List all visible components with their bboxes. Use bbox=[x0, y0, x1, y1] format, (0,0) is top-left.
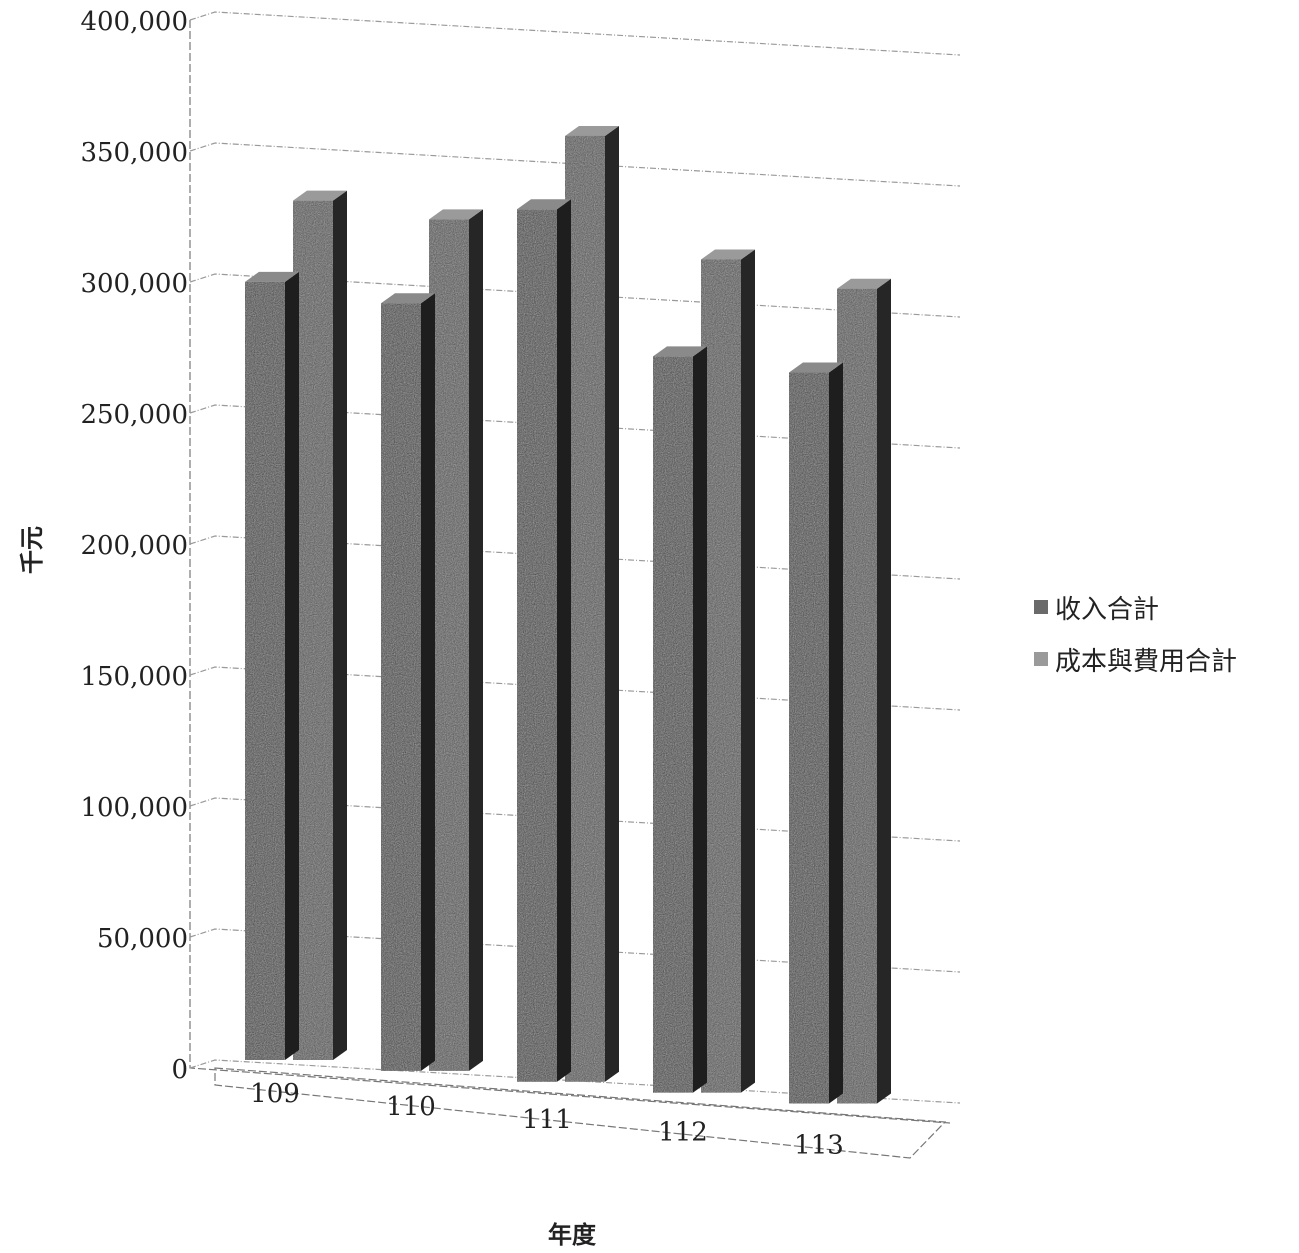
gridline bbox=[189, 797, 961, 842]
bar-113-series-1 bbox=[789, 362, 843, 1104]
x-axis-ticks: 109 110 111 112 113 bbox=[250, 1079, 844, 1161]
bar-front bbox=[653, 356, 693, 1093]
bar-111-series-2 bbox=[565, 125, 619, 1082]
gridlines bbox=[189, 11, 961, 1104]
x-tick-label: 109 bbox=[250, 1079, 300, 1109]
x-tick-label: 113 bbox=[794, 1131, 844, 1161]
bar-side bbox=[741, 249, 755, 1093]
bar-side bbox=[557, 199, 571, 1082]
bar-front bbox=[789, 372, 829, 1104]
gridline bbox=[189, 404, 961, 449]
bar-112-series-2 bbox=[701, 249, 755, 1093]
bar-top bbox=[381, 293, 435, 304]
bar-top bbox=[565, 125, 619, 136]
gridline bbox=[189, 1059, 961, 1104]
y-axis-title: 千元 bbox=[17, 526, 46, 574]
bar-front bbox=[837, 288, 877, 1104]
bar-110-series-2 bbox=[429, 209, 483, 1071]
bar-front bbox=[517, 209, 557, 1082]
bar-top bbox=[429, 209, 483, 220]
bar-front bbox=[565, 135, 605, 1082]
y-tick-label: 350,000 bbox=[80, 138, 188, 168]
legend-swatch-series-2 bbox=[1034, 652, 1048, 666]
y-tick-label: 300,000 bbox=[80, 269, 188, 299]
bar-112-series-1 bbox=[653, 346, 707, 1093]
x-tick-label: 110 bbox=[386, 1092, 436, 1122]
bar-top bbox=[701, 249, 755, 260]
bar-front bbox=[429, 219, 469, 1071]
bar-side bbox=[333, 190, 347, 1060]
gridline bbox=[189, 928, 961, 973]
gridline bbox=[189, 273, 961, 318]
bar-front bbox=[701, 259, 741, 1093]
bar-front bbox=[245, 281, 285, 1060]
y-tick-label: 50,000 bbox=[97, 924, 188, 954]
legend-swatch-series-1 bbox=[1034, 600, 1048, 614]
x-axis-title: 年度 bbox=[548, 1220, 597, 1249]
bar-111-series-1 bbox=[517, 199, 571, 1082]
bar-side bbox=[421, 293, 435, 1071]
x-tick-label: 111 bbox=[522, 1105, 572, 1135]
y-tick-label: 100,000 bbox=[80, 793, 188, 823]
y-axis-ticks: 0 50,000 100,000 150,000 200,000 250,000 300,0… bbox=[80, 7, 188, 1085]
y-tick-label: 150,000 bbox=[80, 662, 188, 692]
bar-side bbox=[605, 125, 619, 1082]
y-tick-label: 200,000 bbox=[80, 531, 188, 561]
x-tick-label: 112 bbox=[658, 1118, 708, 1148]
bar-side bbox=[285, 271, 299, 1060]
bar-110-series-1 bbox=[381, 293, 435, 1071]
bar-side bbox=[693, 346, 707, 1093]
bar-top bbox=[789, 362, 843, 373]
bar-top bbox=[245, 271, 299, 282]
y-tick-label: 400,000 bbox=[80, 7, 188, 37]
gridline bbox=[189, 666, 961, 711]
bar-109-series-2 bbox=[293, 190, 347, 1060]
bars bbox=[245, 125, 891, 1104]
bar-side bbox=[877, 278, 891, 1104]
bar-top bbox=[837, 278, 891, 289]
legend: 收入合計 成本與費用合計 bbox=[1034, 595, 1237, 677]
gridline bbox=[189, 535, 961, 580]
gridline bbox=[189, 142, 961, 187]
legend-label-series-1: 收入合計 bbox=[1055, 595, 1159, 625]
bar-front bbox=[381, 303, 421, 1071]
bar-top bbox=[653, 346, 707, 357]
bar-top bbox=[293, 190, 347, 201]
gridline bbox=[189, 11, 961, 56]
chart-floor bbox=[214, 1067, 947, 1159]
bar-113-series-2 bbox=[837, 278, 891, 1104]
bar-side bbox=[469, 209, 483, 1071]
bar-109-series-1 bbox=[245, 271, 299, 1060]
bar-front bbox=[293, 200, 333, 1060]
legend-label-series-2: 成本與費用合計 bbox=[1055, 647, 1237, 677]
bar-side bbox=[829, 362, 843, 1104]
y-tick-label: 0 bbox=[171, 1055, 188, 1085]
y-tick-label: 250,000 bbox=[80, 400, 188, 430]
bar-top bbox=[517, 199, 571, 210]
